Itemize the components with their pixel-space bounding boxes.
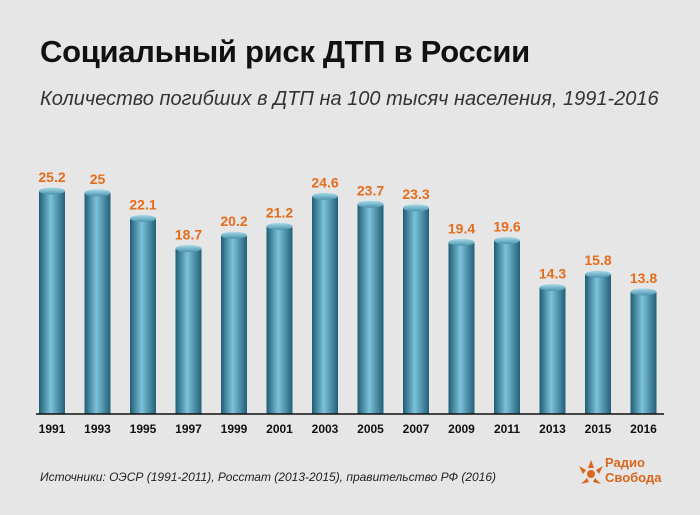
bar-2005	[357, 204, 384, 414]
value-label-1999: 20.2	[220, 213, 247, 229]
bar-cap-2015	[585, 270, 611, 278]
x-tick-label-2001: 2001	[266, 422, 293, 436]
x-tick-label-1995: 1995	[130, 422, 157, 436]
bar-cap-2005	[357, 200, 384, 208]
bar-cap-2013	[539, 283, 566, 291]
radio-svoboda-logo-icon	[579, 460, 603, 484]
bar-cap-1991	[39, 187, 65, 195]
value-label-2011: 19.6	[493, 219, 520, 235]
logo-line-2: Свобода	[605, 470, 662, 485]
x-tick-label-1991: 1991	[39, 422, 66, 436]
x-tick-label-1993: 1993	[84, 422, 111, 436]
bar-cap-1997	[175, 245, 202, 253]
bar-2009	[448, 242, 475, 414]
value-label-2001: 21.2	[266, 204, 293, 220]
bar-cap-2009	[448, 238, 475, 246]
bar-2016	[630, 291, 657, 414]
value-label-2009: 19.4	[448, 220, 475, 236]
bar-cap-1995	[130, 214, 156, 222]
bar-cap-1993	[84, 189, 111, 197]
bar-2007	[403, 207, 429, 414]
bar-2011	[494, 240, 520, 414]
x-tick-label-2016: 2016	[630, 422, 657, 436]
value-label-2016: 13.8	[630, 270, 657, 286]
bar-cap-2001	[266, 222, 293, 230]
value-label-1993: 25	[90, 171, 106, 187]
x-tick-label-2013: 2013	[539, 422, 566, 436]
bar-group	[39, 187, 657, 414]
label-group: 25.2 1991 25 1993 22.1 1995 18.7 1997 20.2 1999 21…	[38, 169, 657, 436]
bar-1993	[84, 192, 111, 414]
source-note: Источники: ОЭСР (1991-2011), Росстат (20…	[40, 470, 497, 484]
x-tick-label-2005: 2005	[357, 422, 384, 436]
chart-title: Социальный риск ДТП в России	[40, 34, 530, 69]
value-label-1995: 22.1	[129, 196, 156, 212]
x-tick-label-2015: 2015	[585, 422, 612, 436]
chart-subtitle: Количество погибших в ДТП на 100 тысяч н…	[40, 88, 659, 110]
x-tick-label-2009: 2009	[448, 422, 475, 436]
bar-2003	[312, 196, 338, 414]
x-tick-label-1999: 1999	[221, 422, 248, 436]
x-tick-label-2003: 2003	[312, 422, 339, 436]
bar-1999	[221, 235, 247, 414]
bar-cap-2016	[630, 288, 657, 296]
value-label-2005: 23.7	[357, 182, 384, 198]
bar-1997	[175, 248, 202, 414]
bar-2015	[585, 274, 611, 414]
x-tick-label-1997: 1997	[175, 422, 202, 436]
value-label-2007: 23.3	[402, 186, 429, 202]
logo-line-1: Радио	[605, 455, 645, 470]
value-label-1991: 25.2	[38, 169, 65, 185]
x-tick-label-2011: 2011	[494, 422, 520, 436]
bar-cap-2003	[312, 192, 338, 200]
value-label-1997: 18.7	[175, 227, 202, 243]
bar-cap-1999	[221, 231, 247, 239]
value-label-2013: 14.3	[539, 265, 566, 281]
bar-cap-2011	[494, 237, 520, 245]
x-tick-label-2007: 2007	[403, 422, 430, 436]
bar-cap-2007	[403, 204, 429, 212]
bar-2013	[539, 287, 566, 414]
value-label-2015: 15.8	[584, 252, 611, 268]
bar-2001	[266, 226, 293, 414]
logo-wordmark: Радио Свобода	[605, 455, 661, 485]
bar-1991	[39, 191, 65, 414]
value-label-2003: 24.6	[311, 174, 338, 190]
bar-1995	[130, 218, 156, 414]
